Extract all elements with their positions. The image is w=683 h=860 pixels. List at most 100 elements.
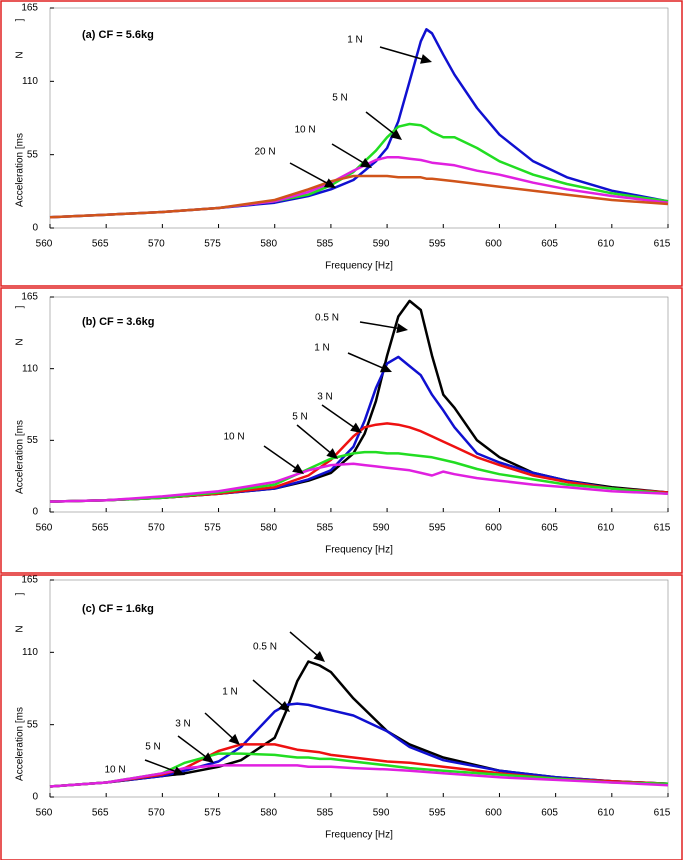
y-tick-label: 110	[22, 76, 38, 87]
chart-panel: 560 565 570 575 580 585 590 595 600 605 610 615 0 55 1…	[0, 574, 683, 860]
y-tick-label: 165	[21, 575, 38, 586]
arrow-shaft	[289, 162, 330, 185]
arrow-shaft	[359, 321, 401, 330]
x-tick-label: 595	[429, 808, 446, 819]
y-axis-label: Acceleration [ms	[15, 707, 26, 781]
plot-frame	[49, 296, 669, 513]
series-label: 1 N	[314, 343, 330, 354]
x-tick-label: 605	[541, 808, 558, 819]
series-line	[49, 743, 669, 788]
x-axis-label: Frequency [Hz]	[325, 261, 393, 272]
arrow-head	[359, 158, 372, 168]
arrow-head	[350, 422, 362, 433]
x-tick-label: 575	[204, 523, 221, 534]
x-tick-label: 565	[92, 239, 109, 250]
arrow-shaft	[289, 631, 320, 658]
x-tick-label: 570	[148, 239, 165, 250]
arrow-shaft	[252, 679, 285, 708]
x-tick-label: 570	[148, 523, 165, 534]
x-tick-label: 585	[317, 808, 334, 819]
arrow-head	[323, 178, 336, 188]
y-axis-end: ]	[15, 305, 26, 308]
arrow-shaft	[347, 352, 385, 370]
x-tick-label: 610	[597, 239, 614, 250]
x-axis-label: Frequency [Hz]	[325, 830, 393, 841]
x-tick-label: 560	[36, 523, 53, 534]
arrow-shaft	[204, 712, 235, 741]
x-tick-label: 615	[654, 239, 671, 250]
x-tick-label: 590	[373, 239, 390, 250]
arrow-head	[390, 129, 402, 140]
arrow-shaft	[379, 46, 425, 61]
y-axis-end: ]	[15, 18, 26, 21]
arrow-shaft	[321, 404, 356, 430]
series-label: 10 N	[223, 432, 244, 443]
x-tick-label: 575	[204, 808, 221, 819]
series-line	[49, 299, 669, 503]
series-line	[49, 122, 669, 219]
series-line	[49, 462, 669, 503]
x-tick-label: 585	[317, 239, 334, 250]
y-tick-label: 55	[27, 149, 39, 160]
arrow-head	[278, 701, 290, 712]
arrow-head	[202, 752, 214, 763]
x-tick-label: 600	[485, 808, 502, 819]
chart-title: (a) CF = 5.6kg	[82, 29, 154, 41]
x-tick-label: 570	[148, 808, 165, 819]
arrow-head	[326, 448, 338, 459]
panel-frame	[0, 574, 683, 860]
arrow-head	[228, 733, 240, 745]
series-label: 5 N	[332, 93, 348, 104]
arrow-shaft	[331, 143, 366, 165]
series-line	[49, 422, 669, 503]
series-line	[49, 28, 669, 219]
x-tick-label: 605	[541, 523, 558, 534]
chart-title: (b) CF = 3.6kg	[82, 316, 154, 328]
x-axis-label: Frequency [Hz]	[325, 545, 393, 556]
x-tick-label: 580	[260, 808, 277, 819]
y-axis-unit: N	[15, 51, 26, 58]
arrow-head	[292, 463, 304, 474]
arrow-head	[396, 323, 408, 334]
x-tick-label: 560	[36, 808, 53, 819]
arrow-shaft	[296, 424, 333, 455]
arrow-head	[313, 651, 325, 662]
series-line	[49, 752, 669, 788]
series-label: 1 N	[222, 687, 238, 698]
x-tick-label: 575	[204, 239, 221, 250]
x-tick-label: 565	[92, 808, 109, 819]
x-tick-label: 590	[373, 808, 390, 819]
x-tick-label: 595	[429, 239, 446, 250]
x-tick-label: 610	[597, 808, 614, 819]
plot-frame	[49, 579, 669, 798]
y-tick-label: 110	[22, 363, 38, 374]
arrow-shaft	[177, 735, 209, 759]
panel-frame	[0, 0, 683, 287]
chart-panel: 560 565 570 575 580 585 590 595 600 605 610 615 0 55 1…	[0, 0, 683, 287]
y-tick-label: 165	[21, 3, 38, 14]
series-label: 0.5 N	[253, 642, 277, 653]
x-tick-label: 600	[485, 239, 502, 250]
series-label: 3 N	[317, 392, 333, 403]
x-tick-label: 580	[260, 239, 277, 250]
y-axis-label: Acceleration [ms	[15, 133, 26, 207]
series-line	[49, 450, 669, 503]
arrow-shaft	[365, 111, 397, 136]
chart-panel: 560 565 570 575 580 585 590 595 600 605 610 615 0 55 1…	[0, 287, 683, 574]
y-tick-label: 55	[27, 435, 39, 446]
arrow-head	[172, 766, 185, 776]
y-tick-label: 110	[22, 647, 38, 658]
y-tick-label: 0	[32, 792, 38, 803]
series-line	[49, 702, 669, 788]
x-tick-label: 615	[654, 808, 671, 819]
x-tick-label: 590	[373, 523, 390, 534]
x-tick-label: 610	[597, 523, 614, 534]
series-label: 20 N	[254, 147, 275, 158]
x-tick-label: 605	[541, 239, 558, 250]
x-tick-label: 595	[429, 523, 446, 534]
y-tick-label: 55	[27, 719, 39, 730]
series-label: 5 N	[292, 412, 308, 423]
y-tick-label: 165	[21, 292, 38, 303]
